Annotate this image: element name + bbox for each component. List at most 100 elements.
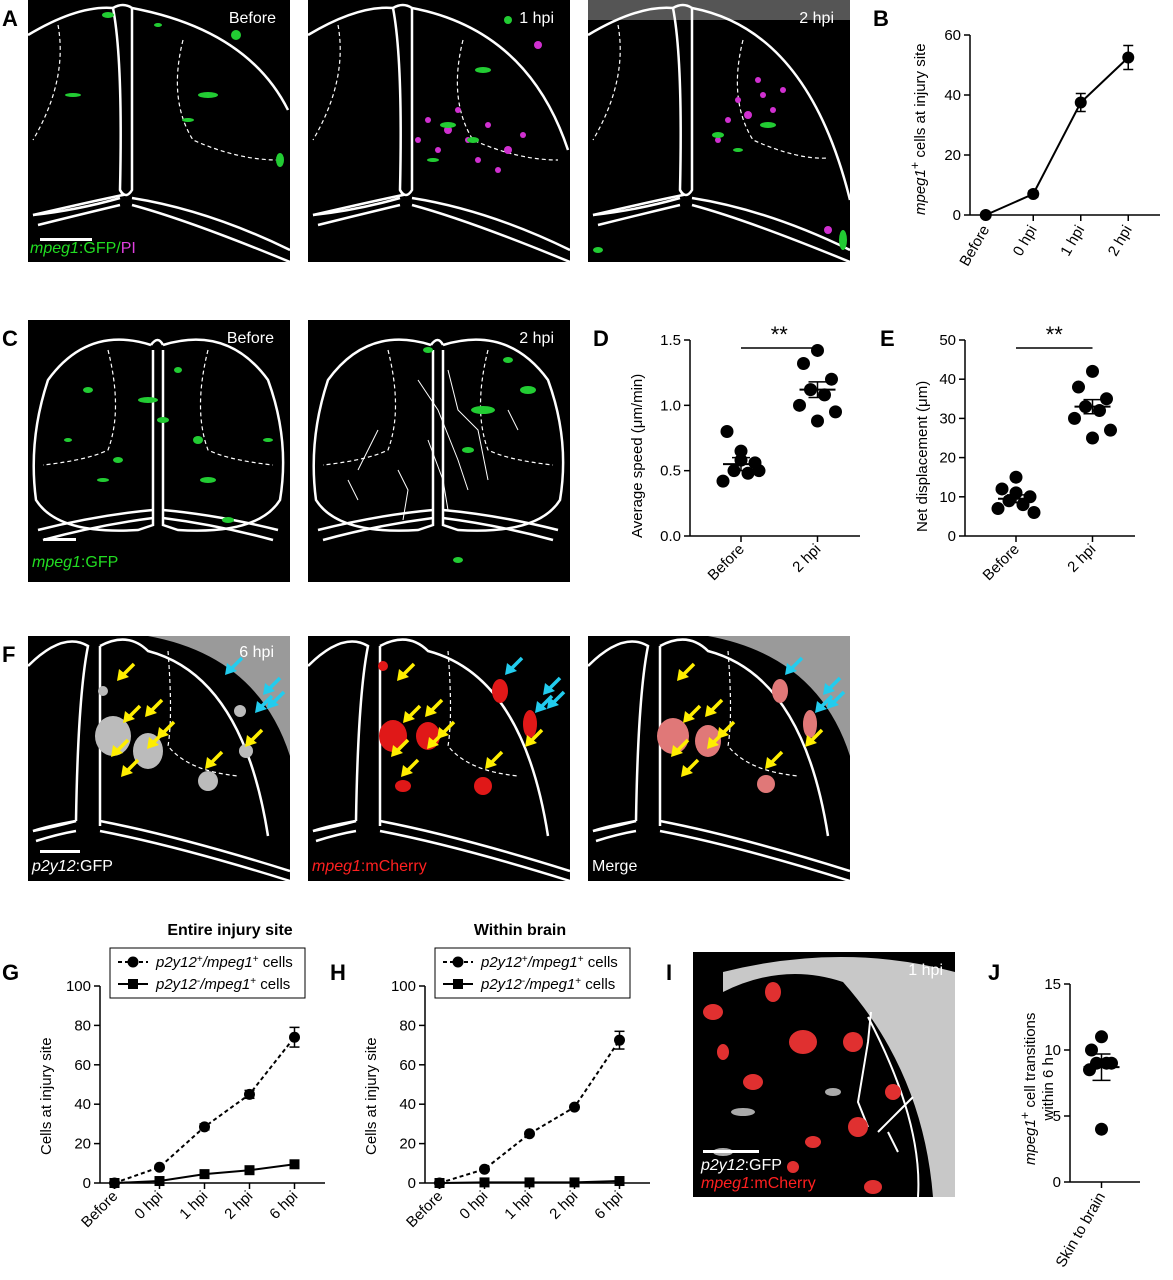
yellow-arrow-head [391, 745, 403, 757]
micro-image-c-before: Before mpeg1:GFP [28, 320, 290, 582]
legend-label-part: + [250, 976, 256, 987]
brain-outline-a1 [28, 3, 290, 262]
legend-label-part: p2y12 [155, 954, 198, 971]
data-point [1086, 364, 1099, 378]
panel-letter-h: H [330, 960, 346, 985]
y-tick-label: 40 [74, 1096, 91, 1113]
data-point [752, 464, 766, 478]
y-tick-label: 50 [939, 332, 956, 349]
tag-text: :mCherry [360, 858, 427, 875]
chart-g-title: Entire injury site [167, 922, 293, 939]
significance-label: ** [771, 322, 789, 347]
yellow-arrow-head [437, 727, 449, 739]
x-tick-label: Before [980, 541, 1023, 584]
scale-bar [40, 850, 80, 853]
data-point [1095, 1122, 1108, 1136]
data-point [1086, 431, 1099, 445]
legend-marker [127, 956, 139, 968]
ylabel-gene: mpeg1 [912, 169, 929, 215]
micro-tag: mpeg1:mCherry [312, 858, 427, 876]
data-point [811, 343, 824, 357]
data-point [109, 1178, 120, 1188]
chart-j: 0 5 10 15 Skin to brain mpeg1+ cell transiti… [1010, 960, 1170, 1280]
legend-box [109, 947, 306, 999]
ylabel-text: cells at injury site [912, 43, 929, 162]
x-tick-label: 2 hpi [1064, 541, 1099, 576]
data-point [1072, 380, 1085, 394]
cyan-arrow-head [547, 697, 559, 709]
yellow-arrow-head [111, 745, 123, 757]
data-point [154, 1176, 165, 1187]
panel-letter-j: J [988, 960, 1001, 985]
legend-label: p2y12-/mpeg1+ cells [155, 976, 290, 994]
brain-outline-f2 [308, 638, 570, 881]
cyan-arrow-head [823, 683, 835, 695]
chart-b-svg: 0 20 40 60 Before 0 hpi 1 hpi 2 hpi [944, 27, 1160, 269]
x-tick-label: 2 hpi [546, 1188, 581, 1223]
y-tick-label: 30 [939, 410, 956, 427]
x-tick-label: 1 hpi [1057, 223, 1088, 260]
brain-outline-f1 [28, 636, 290, 881]
legend-marker [453, 979, 463, 989]
cyan-arrow-head [263, 683, 275, 695]
x-tick-label: 1 hpi [176, 1188, 211, 1223]
micro-image-a-before: Before mpeg1:GFP/PI [28, 0, 290, 262]
x-tick-label: 6 hpi [266, 1188, 301, 1223]
legend-label-part: cells [581, 976, 615, 993]
legend-label-part: cells [256, 976, 290, 993]
micro-tag: p2y12:GFP mpeg1:mCherry [701, 1157, 816, 1193]
yellow-arrow-head [397, 669, 409, 681]
chart-d: 0.0 0.5 1.0 1.5 Before 2 hpi ** Average speed … [615, 320, 875, 610]
micro-label: Before [228, 10, 276, 27]
tag-gene: mpeg1 [32, 554, 81, 571]
legend-label-part: + [575, 976, 581, 987]
data-point [793, 398, 806, 412]
scale-bar [44, 538, 76, 541]
ylabel-text: cell transitions [1022, 1012, 1039, 1112]
chart-e-svg: 0 10 20 30 40 50 Before 2 hpi ** [939, 322, 1135, 584]
yellow-arrow-head [147, 737, 159, 749]
x-tick-label: 2 hpi [221, 1188, 256, 1223]
y-tick-label: 0 [948, 528, 956, 545]
y-tick-label: 40 [944, 87, 961, 104]
yellow-arrow-head [765, 757, 777, 769]
chart-g-ylabel: Cells at injury site [38, 1037, 55, 1155]
data-point [829, 405, 842, 419]
x-tick-label: Before [78, 1188, 121, 1231]
yellow-arrow-head [671, 745, 683, 757]
data-point [479, 1163, 490, 1175]
y-tick-label: 10 [1044, 1042, 1061, 1059]
data-point [569, 1177, 580, 1188]
chart-e: 0 10 20 30 40 50 Before 2 hpi ** Net displacemen… [900, 320, 1170, 610]
x-tick-label: 0 hpi [456, 1188, 491, 1223]
legend-label-part: /mpeg1 [524, 976, 575, 993]
arrows-svg [111, 656, 286, 777]
y-tick-label: 0 [83, 1175, 91, 1192]
legend-box [434, 947, 631, 999]
y-tick-label: 100 [391, 978, 416, 995]
legend-label-part: p2y12 [480, 954, 523, 971]
legend-label-part: cells [259, 954, 293, 971]
data-point [811, 414, 824, 428]
y-tick-label: 40 [939, 371, 956, 388]
micro-image-a-2hpi: 2 hpi [588, 0, 850, 262]
scale-bar [703, 1150, 759, 1153]
tag-pi: PI [120, 240, 136, 257]
yellow-arrow-head [525, 735, 537, 747]
x-tick-label: 2 hpi [789, 541, 824, 576]
yellow-arrow-head [157, 727, 169, 739]
legend-label-part: + [197, 954, 203, 965]
yellow-arrow-head [717, 727, 729, 739]
yellow-arrow-head [123, 711, 135, 723]
data-point [199, 1169, 210, 1180]
micro-tag: Merge [592, 858, 637, 876]
data-point [716, 474, 730, 488]
data-point [1016, 498, 1030, 512]
micro-tag: p2y12:GFP [32, 858, 113, 876]
data-point [154, 1161, 165, 1173]
y-tick-label: 80 [74, 1017, 91, 1034]
micro-label: 6 hpi [239, 644, 274, 661]
series-line [985, 56, 1129, 216]
data-point [569, 1101, 580, 1113]
data-point [289, 1031, 300, 1043]
